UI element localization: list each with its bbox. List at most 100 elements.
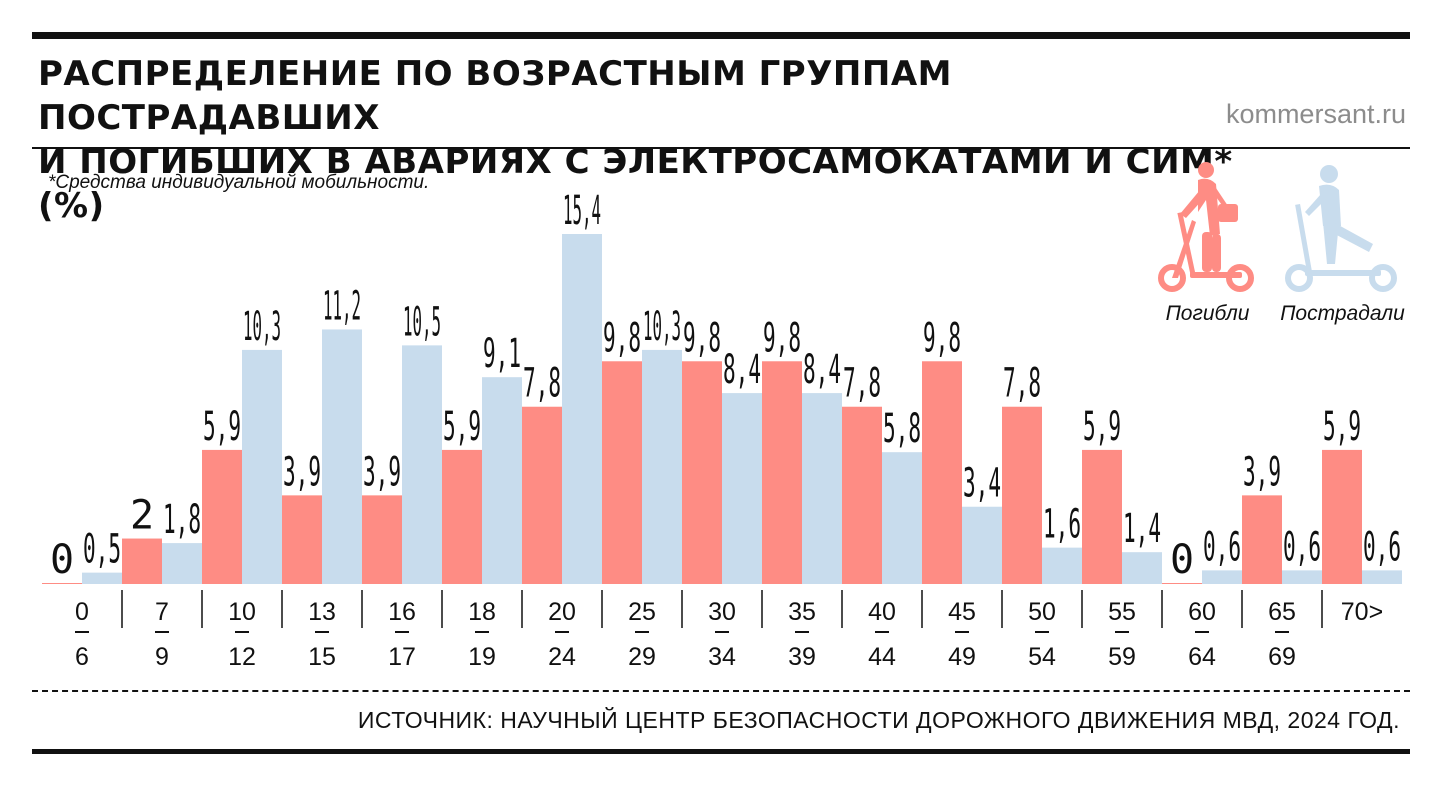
footnote: *Средства индивидуальной мобильности. (48, 172, 430, 193)
bar-killed (1082, 449, 1122, 584)
x-tick-label-to: 29 (628, 643, 656, 671)
x-tick-label-to: 59 (1108, 643, 1136, 671)
bar-killed (362, 495, 402, 584)
x-tick-label-to: 49 (948, 643, 976, 671)
bar-killed (122, 538, 162, 584)
bar-killed (42, 583, 82, 584)
data-label-injured: 0,6 (1283, 524, 1321, 570)
title-rule (32, 147, 1410, 149)
source-note: ИСТОЧНИК: НАУЧНЫЙ ЦЕНТР БЕЗОПАСНОСТИ ДОР… (357, 707, 1400, 733)
x-tick-label-from: 60 (1188, 598, 1216, 626)
x-tick-label-to: 54 (1028, 643, 1056, 671)
x-tick-label-from: 40 (868, 598, 896, 626)
data-label-killed: 9,8 (923, 315, 961, 361)
x-tick-label-from: 16 (388, 598, 416, 626)
x-tick-label-to: 19 (468, 643, 496, 671)
x-tick-label-from: 70> (1341, 598, 1383, 626)
bar-injured (962, 506, 1002, 584)
data-label-injured: 8,4 (803, 347, 841, 393)
x-tick-label-to: 15 (308, 643, 336, 671)
data-label-killed: 3,9 (363, 449, 401, 495)
x-tick-label-to: 34 (708, 643, 736, 671)
data-label-injured: 9,1 (483, 331, 521, 377)
x-tick-label-to: 17 (388, 643, 416, 671)
bar-injured (482, 377, 522, 584)
data-label-killed: 9,8 (763, 315, 801, 361)
bottom-rule (32, 749, 1410, 754)
data-label-killed: 5,9 (203, 404, 241, 450)
bar-injured (242, 349, 282, 584)
bar-killed (1242, 495, 1282, 584)
bar-injured (1122, 552, 1162, 584)
bar-injured (162, 543, 202, 584)
chart-title-line-1: РАСПРЕДЕЛЕНИЕ ПО ВОЗРАСТНЫМ ГРУППАМ ПОСТ… (38, 54, 952, 138)
bar-injured (1282, 570, 1322, 584)
data-label-injured: 10,3 (643, 304, 681, 350)
bar-injured (1362, 570, 1402, 584)
x-tick-label-from: 65 (1268, 598, 1296, 626)
x-tick-label-to: 69 (1268, 643, 1296, 671)
data-label-injured: 1,8 (163, 497, 201, 543)
data-label-killed: 3,9 (1243, 449, 1281, 495)
x-tick-label-from: 45 (948, 598, 976, 626)
data-label-killed: 5,9 (1323, 404, 1361, 450)
data-label-injured: 3,4 (963, 461, 1001, 507)
scooter-rider-injured-icon (1285, 165, 1397, 292)
bar-injured (402, 345, 442, 584)
bar-killed (682, 361, 722, 584)
x-tick-label-from: 20 (548, 598, 576, 626)
bar-injured (882, 452, 922, 584)
bar-killed (522, 406, 562, 584)
bar-killed (602, 361, 642, 584)
legend-item-injured: Пострадали (1275, 160, 1410, 330)
bar-killed (442, 449, 482, 584)
bar-killed (1002, 406, 1042, 584)
data-label-injured: 0,6 (1363, 524, 1401, 570)
data-label-killed: 7,8 (523, 361, 561, 407)
x-tick-label-from: 10 (228, 598, 256, 626)
bar-killed (202, 449, 242, 584)
data-label-killed: 0 (50, 537, 74, 583)
legend-label-killed: Погибли (1165, 302, 1250, 325)
x-tick-label-from: 0 (75, 598, 89, 626)
brand-link[interactable]: kommersant.ru (1225, 99, 1406, 129)
x-tick-label-to: 44 (868, 643, 896, 671)
data-label-injured: 8,4 (723, 347, 761, 393)
data-label-injured: 10,3 (243, 304, 281, 350)
bar-injured (802, 393, 842, 584)
x-tick-label-from: 50 (1028, 598, 1056, 626)
legend-item-killed: Погибли (1140, 160, 1275, 330)
x-tick-label-from: 30 (708, 598, 736, 626)
data-label-injured: 1,6 (1043, 502, 1081, 548)
x-tick-label-from: 18 (468, 598, 496, 626)
data-label-killed: 7,8 (843, 361, 881, 407)
data-label-injured: 1,4 (1123, 506, 1161, 552)
x-tick-label-to: 12 (228, 643, 256, 671)
bar-injured (722, 393, 762, 584)
bar-killed (842, 406, 882, 584)
x-tick-label-to: 64 (1188, 643, 1216, 671)
bar-injured (1202, 570, 1242, 584)
data-label-killed: 2 (130, 493, 154, 539)
x-tick-label-from: 55 (1108, 598, 1136, 626)
bar-killed (1162, 583, 1202, 584)
x-tick-label-from: 25 (628, 598, 656, 626)
bar-injured (322, 329, 362, 584)
data-label-killed: 5,9 (1083, 404, 1121, 450)
bar-injured (562, 234, 602, 584)
bar-killed (922, 361, 962, 584)
bar-killed (282, 495, 322, 584)
data-label-injured: 5,8 (883, 406, 921, 452)
x-tick-label-to: 39 (788, 643, 816, 671)
legend-label-injured: Пострадали (1280, 302, 1405, 325)
data-label-killed: 9,8 (603, 315, 641, 361)
bar-injured (1042, 547, 1082, 584)
x-tick-label-to: 24 (548, 643, 576, 671)
data-label-injured: 0,5 (83, 527, 121, 573)
bar-killed (762, 361, 802, 584)
data-label-killed: 7,8 (1003, 361, 1041, 407)
data-label-injured: 15,4 (563, 188, 601, 234)
bar-injured (82, 572, 122, 584)
x-tick-label-to: 6 (75, 643, 89, 671)
